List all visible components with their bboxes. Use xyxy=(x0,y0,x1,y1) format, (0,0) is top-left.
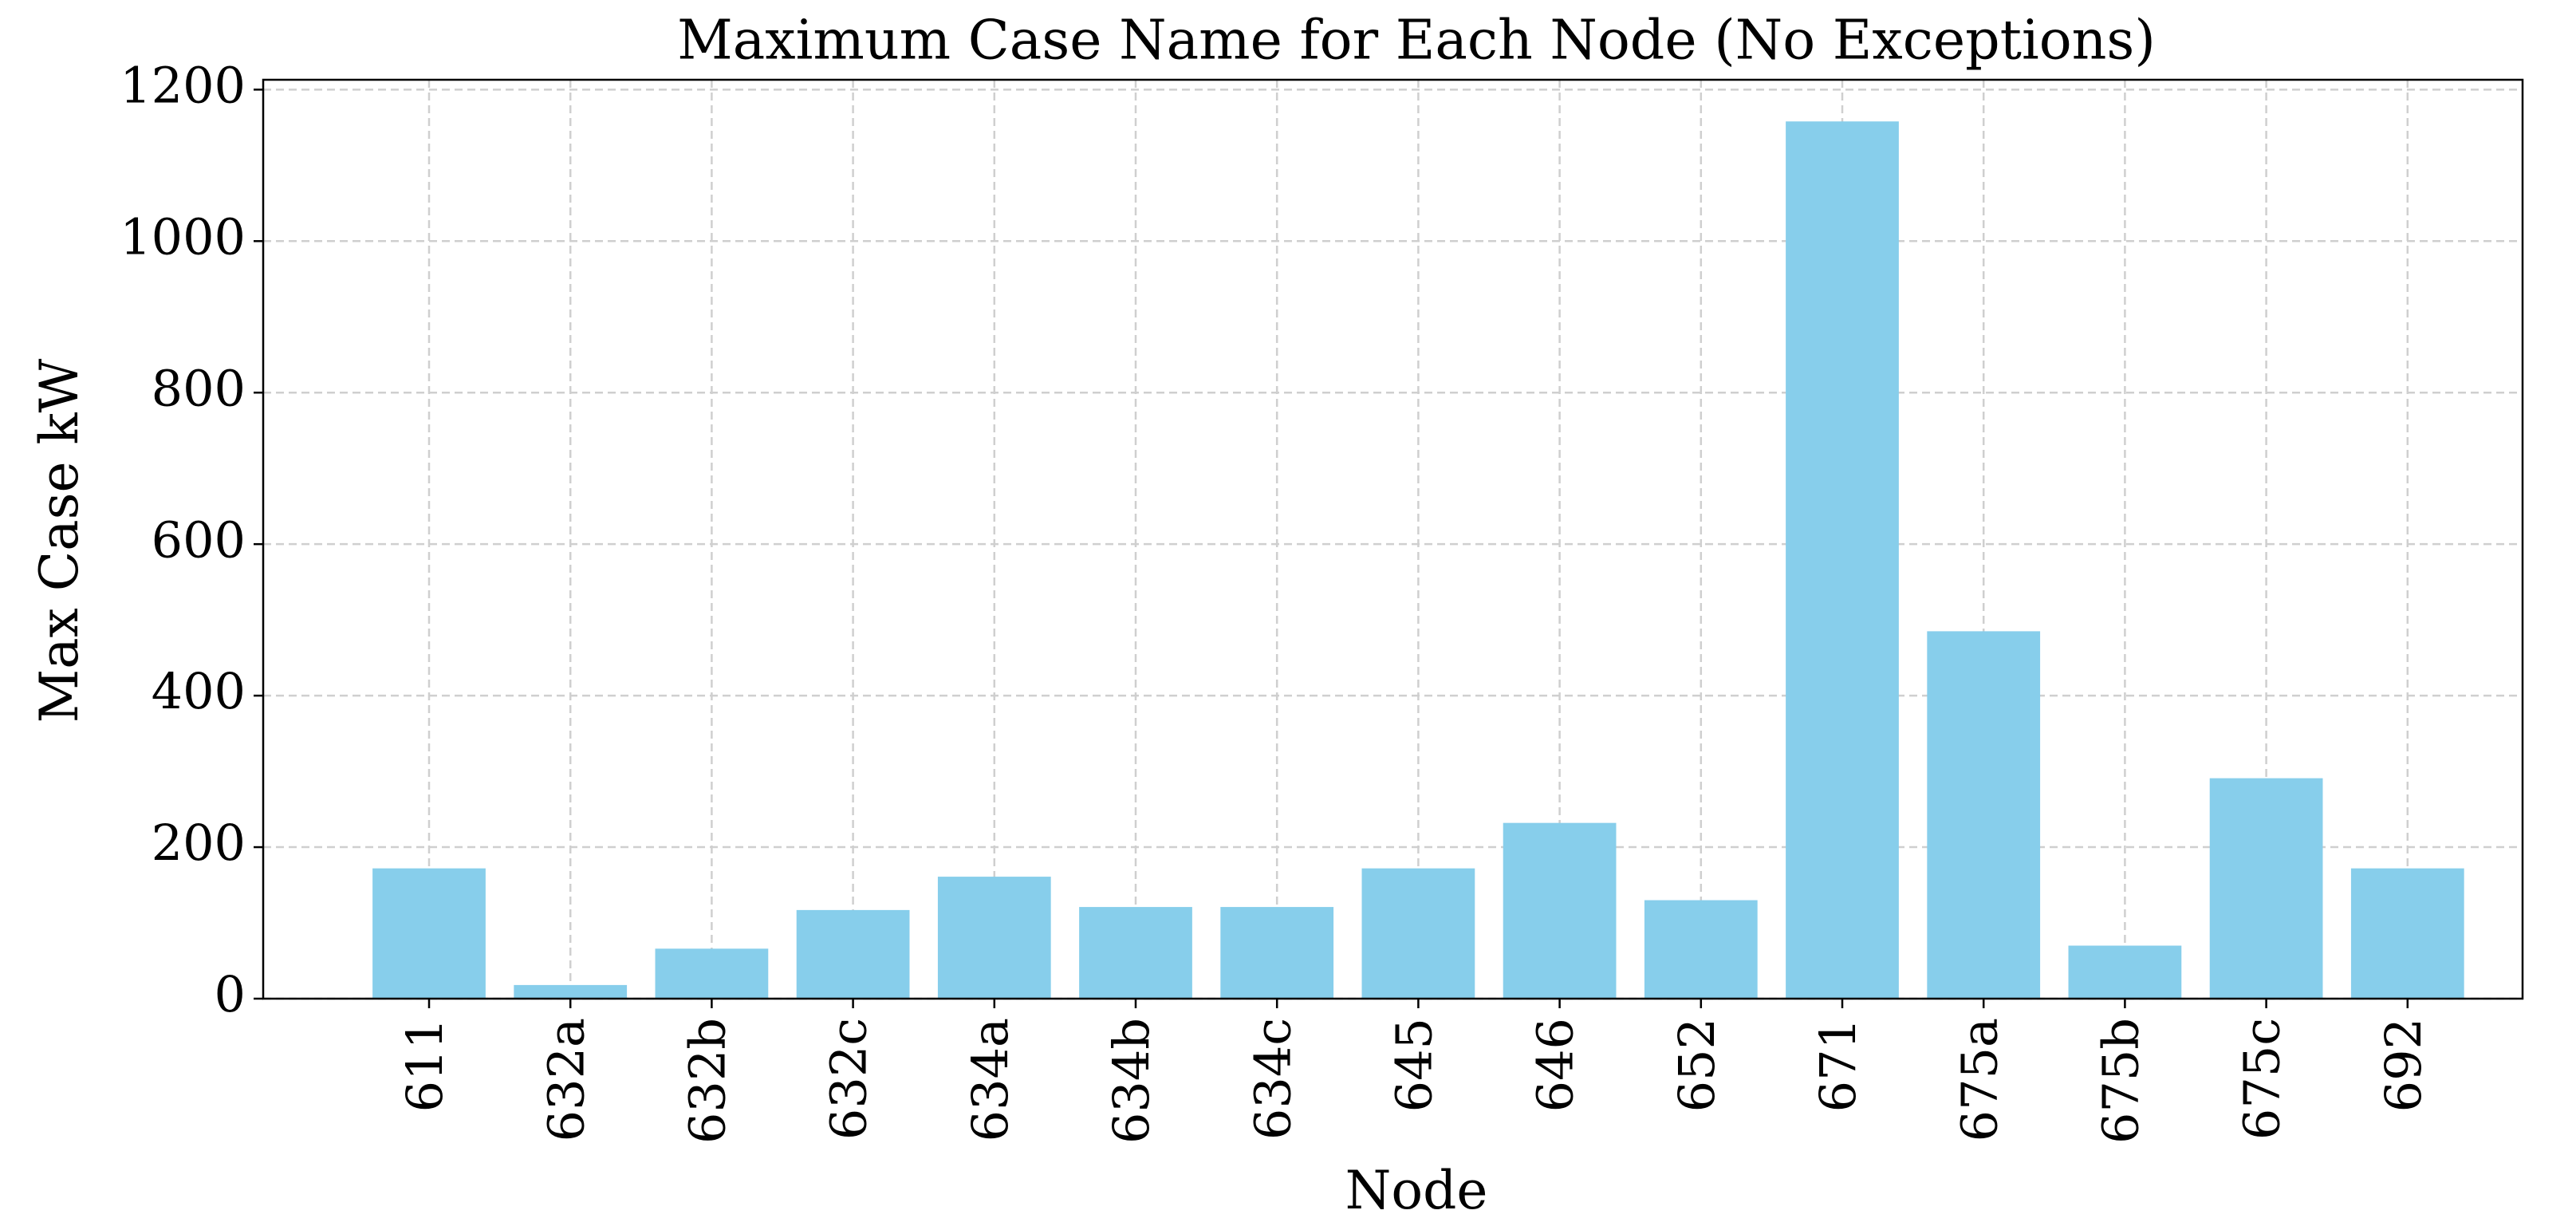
grid xyxy=(263,80,2523,1000)
x-tick-label: 646 xyxy=(1526,1018,1585,1112)
y-tick-label: 400 xyxy=(152,662,246,720)
bar xyxy=(655,948,769,999)
x-tick-label: 634c xyxy=(1243,1018,1302,1140)
bar xyxy=(1503,822,1617,999)
x-tick-label: 675b xyxy=(2092,1018,2150,1144)
x-tick-label: 692 xyxy=(2374,1018,2432,1112)
x-tick-label: 632c xyxy=(820,1018,878,1140)
x-tick-label: 611 xyxy=(396,1018,454,1112)
x-tick-label: 675c xyxy=(2233,1018,2291,1140)
y-tick-label: 1000 xyxy=(120,207,246,266)
bar xyxy=(372,868,486,999)
bar xyxy=(1927,631,2041,999)
x-tick-label: 671 xyxy=(1809,1018,1867,1112)
bar xyxy=(1644,900,1758,999)
x-tick-label: 675a xyxy=(1950,1018,2008,1141)
bar xyxy=(1079,907,1192,999)
x-tick-label: 645 xyxy=(1385,1018,1444,1112)
bar xyxy=(2068,945,2182,999)
x-tick-label: 632a xyxy=(537,1018,595,1141)
x-tick-label: 652 xyxy=(1668,1018,1726,1112)
y-tick-label: 600 xyxy=(152,510,246,569)
bar xyxy=(1361,868,1475,999)
y-tick-label: 1200 xyxy=(120,56,246,114)
y-axis-label: Max Case kW xyxy=(29,358,90,723)
bar xyxy=(2209,778,2323,999)
y-tick-label: 200 xyxy=(152,814,246,872)
x-tick-label: 634a xyxy=(961,1018,1019,1141)
x-tick-label: 634b xyxy=(1102,1018,1160,1144)
plot-frame xyxy=(262,78,2524,1000)
x-axis-label: Node xyxy=(1345,1160,1488,1221)
bar xyxy=(1220,907,1334,999)
bar xyxy=(937,877,1051,999)
x-tick-label: 632b xyxy=(679,1018,737,1144)
bar xyxy=(796,909,910,999)
y-tick-label: 0 xyxy=(215,965,246,1023)
bar xyxy=(1786,121,1899,999)
bar xyxy=(514,984,628,999)
y-tick-label: 800 xyxy=(152,359,246,417)
bar xyxy=(2350,868,2464,999)
chart-title: Maximum Case Name for Each Node (No Exce… xyxy=(677,10,2156,73)
